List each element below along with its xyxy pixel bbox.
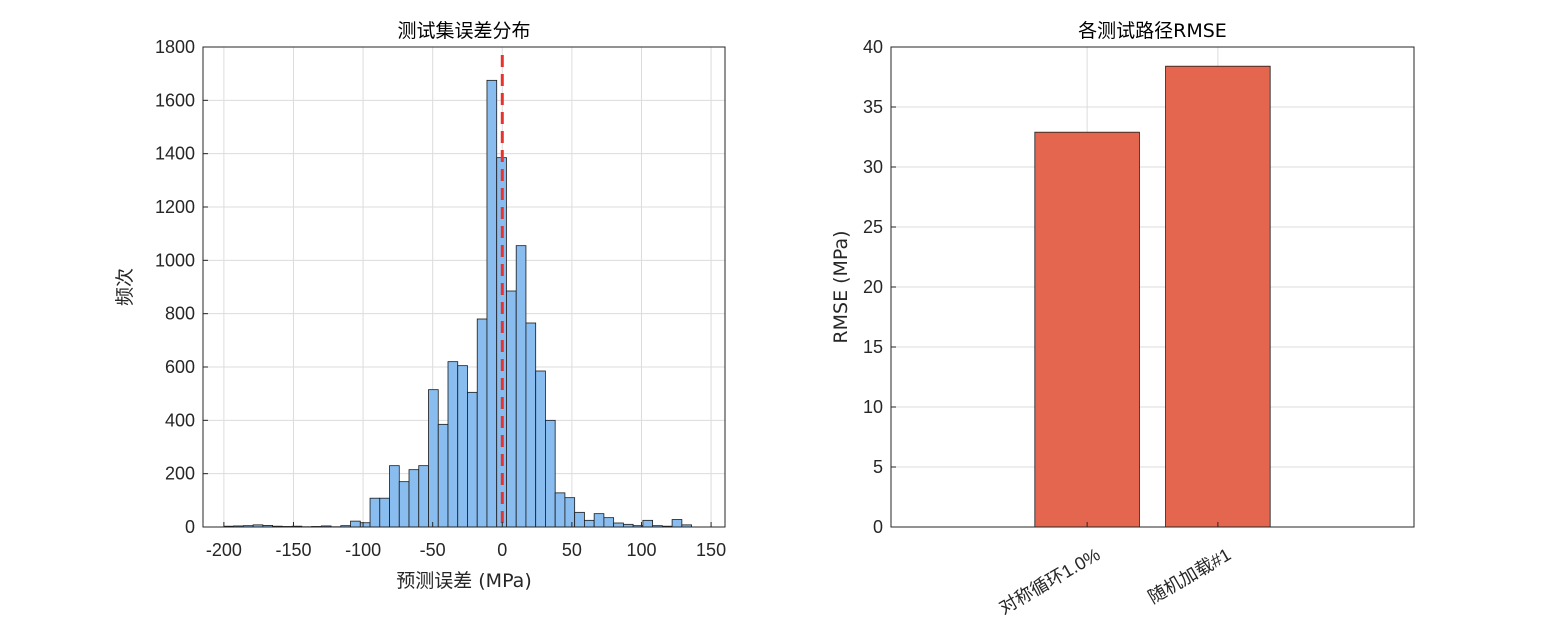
x-tick-label: -150 bbox=[275, 540, 311, 560]
y-tick-label: 20 bbox=[863, 277, 883, 297]
rmse-axes: 0 5 10 15 20 25 30 35 40 对称循环1.0% 随机加载#1 各测试路径RMSE… bbox=[830, 20, 1415, 618]
x-tick-label: -100 bbox=[345, 540, 381, 560]
x-tick-label: -200 bbox=[206, 540, 242, 560]
rmse-bar bbox=[1034, 131, 1140, 528]
x-tick-label: 100 bbox=[626, 540, 656, 560]
rmse-title: 各测试路径RMSE bbox=[1078, 20, 1227, 42]
histogram-bar bbox=[379, 497, 390, 528]
histogram-x-label: 预测误差 (MPa) bbox=[396, 570, 532, 592]
histogram-bar bbox=[467, 391, 478, 528]
histogram-bar bbox=[476, 318, 488, 528]
y-tick-label: 10 bbox=[863, 397, 883, 417]
category-label: 随机加载#1 bbox=[1145, 544, 1235, 607]
y-tick-label: 1600 bbox=[155, 90, 195, 110]
y-tick-label: 35 bbox=[863, 97, 883, 117]
histogram-bars bbox=[223, 79, 692, 528]
y-tick-label: 0 bbox=[873, 517, 883, 537]
histogram-title: 测试集误差分布 bbox=[397, 20, 530, 42]
histogram-bar bbox=[389, 465, 400, 528]
category-label: 对称循环1.0% bbox=[996, 544, 1104, 618]
y-tick-label: 15 bbox=[863, 337, 883, 357]
y-tick-label: 30 bbox=[863, 157, 883, 177]
histogram-bar bbox=[506, 290, 517, 528]
histogram-bar bbox=[428, 389, 439, 528]
y-tick-label: 600 bbox=[165, 357, 195, 377]
histogram-bar bbox=[350, 520, 361, 528]
y-tick-label: 800 bbox=[165, 304, 195, 324]
histogram-bar bbox=[525, 322, 537, 528]
histogram-bar bbox=[369, 497, 381, 528]
histogram-bar bbox=[515, 245, 527, 528]
y-tick-label: 1200 bbox=[155, 197, 195, 217]
histogram-bar bbox=[359, 522, 371, 528]
y-tick-label: 1000 bbox=[155, 250, 195, 270]
histogram-frame bbox=[202, 46, 726, 528]
histogram-y-label: 频次 bbox=[114, 268, 136, 306]
histogram-bar bbox=[535, 370, 546, 528]
y-tick-label: 5 bbox=[873, 457, 883, 477]
histogram-bar bbox=[603, 517, 615, 528]
histogram-bar bbox=[671, 519, 683, 528]
x-tick-label: 50 bbox=[562, 540, 582, 560]
x-tick-label: 150 bbox=[696, 540, 726, 560]
y-tick-label: 200 bbox=[165, 464, 195, 484]
x-tick-label: -50 bbox=[420, 540, 446, 560]
y-tick-label: 400 bbox=[165, 410, 195, 430]
y-tick-label: 1800 bbox=[155, 37, 195, 57]
histogram-bar bbox=[554, 492, 566, 528]
y-tick-label: 25 bbox=[863, 217, 883, 237]
histogram-bar bbox=[447, 361, 459, 528]
y-tick-label: 40 bbox=[863, 37, 883, 57]
histogram-bar bbox=[408, 469, 420, 528]
rmse-bars bbox=[1034, 65, 1271, 528]
y-tick-label: 1400 bbox=[155, 144, 195, 164]
rmse-bar bbox=[1165, 65, 1271, 528]
histogram-bar bbox=[398, 481, 410, 528]
histogram-axes: -200 -150 -100 -50 0 50 100 150 0 200 400 600 800 100… bbox=[114, 20, 726, 592]
histogram-bar bbox=[564, 497, 576, 528]
histogram-bar bbox=[593, 513, 605, 528]
rmse-y-label: RMSE (MPa) bbox=[830, 230, 852, 343]
histogram-ticks: -200 -150 -100 -50 0 50 100 150 0 200 400 600 800 100… bbox=[155, 37, 726, 560]
histogram-bar bbox=[613, 522, 624, 528]
histogram-bar bbox=[642, 519, 654, 528]
histogram-bar bbox=[486, 79, 498, 528]
histogram-bar bbox=[418, 465, 429, 528]
y-tick-label: 0 bbox=[185, 517, 195, 537]
histogram-bar bbox=[437, 423, 449, 528]
histogram-bar bbox=[545, 419, 556, 528]
histogram-bar bbox=[574, 511, 585, 528]
histogram-bar bbox=[457, 365, 468, 528]
histogram-bar bbox=[584, 519, 595, 528]
x-tick-label: 0 bbox=[497, 540, 507, 560]
